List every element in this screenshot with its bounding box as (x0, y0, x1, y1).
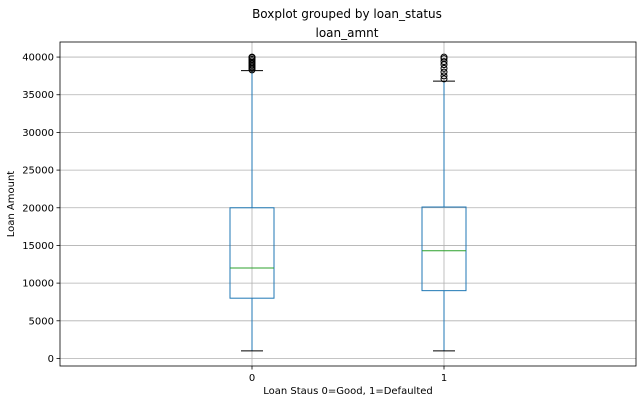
chart-suptitle: Boxplot grouped by loan_status (252, 7, 442, 21)
outlier-point (440, 53, 448, 61)
y-tick-label: 10000 (22, 279, 54, 290)
y-tick-label: 35000 (22, 90, 54, 101)
outlier-point (248, 53, 256, 61)
outlier-point (440, 72, 448, 80)
outlier-point (440, 68, 448, 76)
outlier-point (440, 64, 448, 72)
y-ticks: 0 5000 10000 15000 20000 25000 30000 35000 40000 (22, 53, 60, 365)
iqr-box (421, 206, 467, 292)
outlier-point (440, 75, 448, 83)
y-tick-label: 5000 (29, 316, 54, 327)
y-tick-label: 30000 (22, 128, 54, 139)
y-axis-label: Loan Amount (6, 171, 17, 238)
x-tick-label: 1 (441, 373, 447, 384)
y-tick-label: 0 (48, 354, 54, 365)
x-axis-label: Loan Staus 0=Good, 1=Defaulted (263, 386, 433, 397)
iqr-box (229, 207, 275, 299)
y-tick-label: 40000 (22, 53, 54, 64)
y-tick-label: 15000 (22, 241, 54, 252)
box-group-1 (421, 53, 467, 352)
chart-title: loan_amnt (316, 26, 379, 40)
boxes (229, 53, 467, 352)
outlier-point (440, 58, 448, 66)
grid-lines (60, 42, 636, 366)
x-tick-label: 0 (249, 373, 255, 384)
box-group-0 (229, 53, 275, 352)
y-tick-label: 25000 (22, 166, 54, 177)
plot-frame (59, 41, 637, 367)
y-tick-label: 20000 (22, 203, 54, 214)
